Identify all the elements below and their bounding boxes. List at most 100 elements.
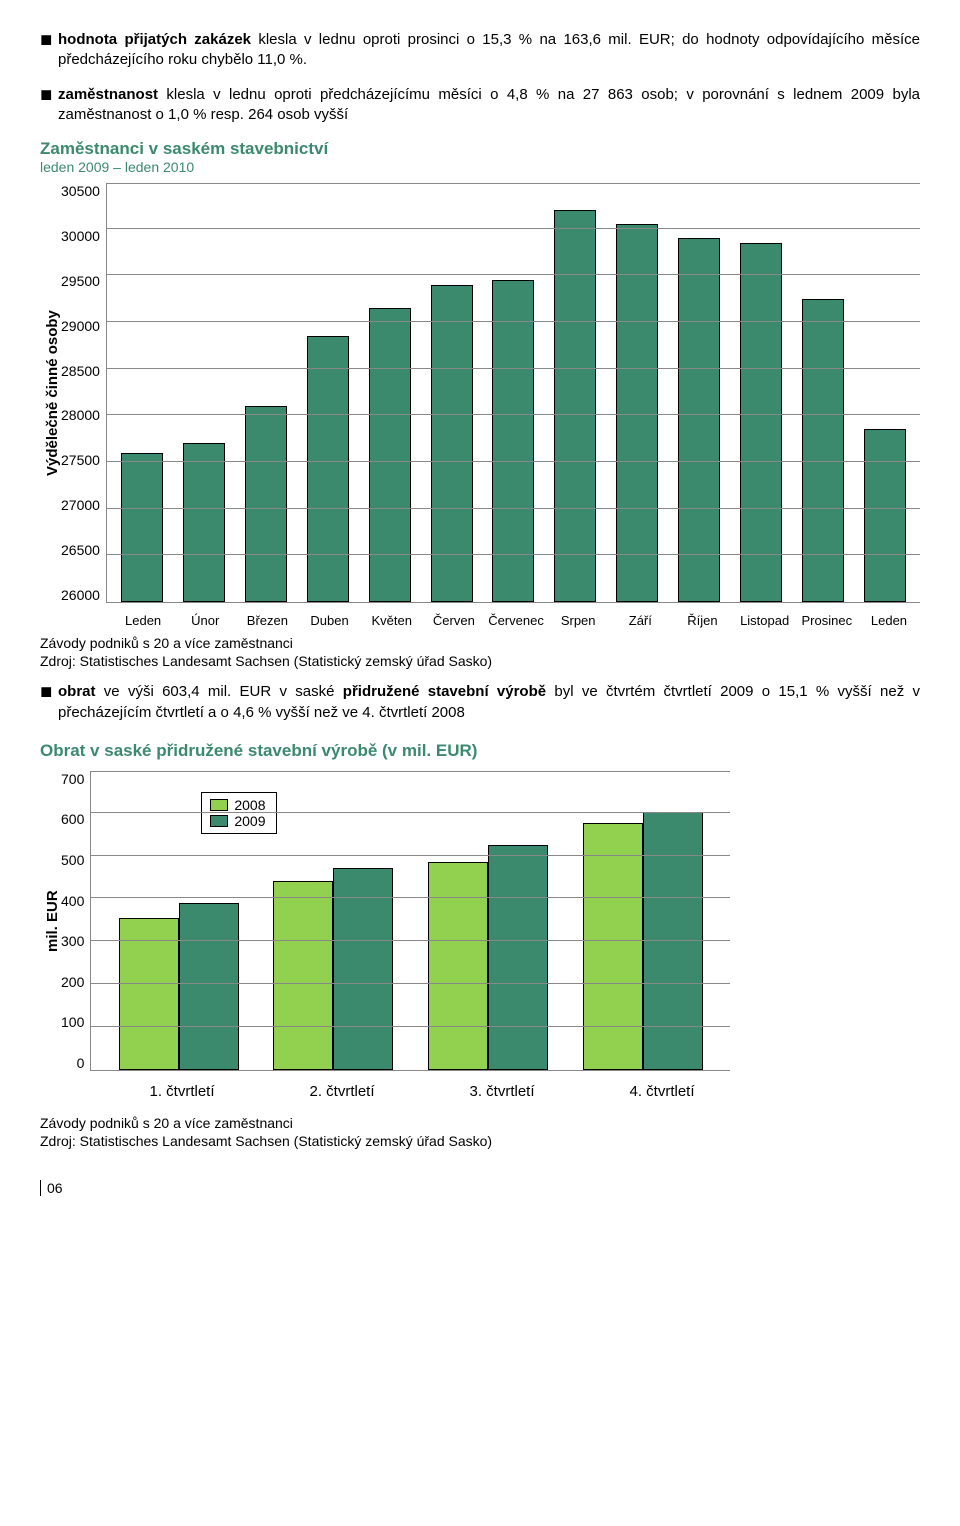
chart1: Výdělečně činné osoby 30500 30000 29500 290… [40, 183, 920, 603]
bullet-marker: ◼ [40, 85, 58, 126]
ytick: 26000 [61, 587, 100, 603]
bar [121, 453, 163, 602]
xtick: Prosinec [796, 613, 858, 628]
gridline [107, 321, 920, 322]
chart1-xaxis: Leden ÚnorBřezenDubenKvětenČervenČervenec… [112, 609, 920, 628]
bullet-2: ◼ zaměstnanost klesla v lednu oproti pře… [40, 85, 920, 126]
bullet-marker: ◼ [40, 30, 58, 71]
bullet-2-bold: zaměstnanost [58, 86, 158, 103]
bar-s2008 [583, 823, 643, 1069]
bullet-1-bold: hodnota přijatých zakázek [58, 31, 251, 48]
ytick: 700 [61, 771, 84, 787]
ytick: 500 [61, 852, 84, 868]
foot2-line2: Zdroj: Statistisches Landesamt Sachsen (… [40, 1132, 920, 1150]
bar [307, 336, 349, 602]
xtick: Říjen [671, 613, 733, 628]
bar [183, 443, 225, 602]
bar [740, 243, 782, 602]
gridline [107, 274, 920, 275]
chart1-subtitle: leden 2009 – leden 2010 [40, 159, 920, 175]
chart1-bars [107, 184, 920, 602]
xtick: Květen [361, 613, 423, 628]
gridline [91, 1026, 730, 1027]
xtick: Březen [236, 613, 298, 628]
xtick: 4. čtvrtletí [582, 1083, 742, 1100]
gridline [107, 368, 920, 369]
bullet-3: ◼ obrat ve výši 603,4 mil. EUR v saské p… [40, 682, 920, 723]
ytick: 30000 [61, 228, 100, 244]
ytick: 100 [61, 1014, 84, 1030]
ytick: 28000 [61, 407, 100, 423]
xtick: Srpen [547, 613, 609, 628]
gridline [91, 855, 730, 856]
gridline [107, 461, 920, 462]
ytick: 300 [61, 933, 84, 949]
ytick: 30500 [61, 183, 100, 199]
chart1-footnote: Závody podniků s 20 a více zaměstnanci Z… [40, 634, 920, 670]
chart2: mil. EUR 7006005004003002001000 2008 200… [40, 771, 920, 1071]
xtick: Září [609, 613, 671, 628]
gridline [107, 414, 920, 415]
bar-group [119, 903, 239, 1070]
ytick: 400 [61, 893, 84, 909]
bullet-3-bold1: obrat [58, 683, 96, 700]
chart1-ylabel: Výdělečně činné osoby [40, 183, 61, 603]
bar-s2009 [333, 868, 393, 1069]
foot2-line1: Závody podniků s 20 a více zaměstnanci [40, 1114, 920, 1132]
bar [369, 308, 411, 602]
chart1-plot [106, 183, 920, 603]
gridline [91, 897, 730, 898]
xtick: Červen [423, 613, 485, 628]
chart2-footnote: Závody podniků s 20 a více zaměstnanci Z… [40, 1114, 920, 1150]
bar-group [273, 868, 393, 1069]
gridline [91, 983, 730, 984]
bullet-3-text: obrat ve výši 603,4 mil. EUR v saské při… [58, 682, 920, 723]
chart2-title: Obrat v saské přidružené stavební výrobě… [40, 741, 920, 761]
bar-s2008 [273, 881, 333, 1070]
xtick: 1. čtvrtletí [102, 1083, 262, 1100]
ytick: 200 [61, 974, 84, 990]
bar [864, 429, 906, 602]
ytick: 0 [77, 1055, 85, 1071]
gridline [107, 554, 920, 555]
chart2-xaxis: 1. čtvrtletí2. čtvrtletí3. čtvrtletí4. č… [102, 1077, 742, 1100]
bar [802, 299, 844, 602]
bullet-2-text: zaměstnanost klesla v lednu oproti předc… [58, 85, 920, 126]
bar [554, 210, 596, 602]
page-number: 06 [40, 1180, 920, 1196]
gridline [91, 812, 730, 813]
bar-s2008 [428, 862, 488, 1070]
bullet-1-text: hodnota přijatých zakázek klesla v lednu… [58, 30, 920, 71]
bullet-3-bold2: přidružené stavební výrobě [343, 683, 546, 700]
ytick: 28500 [61, 363, 100, 379]
bar-s2009 [179, 903, 239, 1070]
bullet-marker: ◼ [40, 682, 58, 723]
bar [678, 238, 720, 602]
xtick: 2. čtvrtletí [262, 1083, 422, 1100]
ytick: 27000 [61, 497, 100, 513]
chart2-ylabel: mil. EUR [40, 771, 61, 1071]
gridline [107, 228, 920, 229]
bullet-1: ◼ hodnota přijatých zakázek klesla v led… [40, 30, 920, 71]
ytick: 29000 [61, 318, 100, 334]
bar [616, 224, 658, 602]
ytick: 26500 [61, 542, 100, 558]
xtick: 3. čtvrtletí [422, 1083, 582, 1100]
chart1-title: Zaměstnanci v saském stavebnictví [40, 139, 920, 159]
ytick: 29500 [61, 273, 100, 289]
gridline [91, 940, 730, 941]
xtick: Leden [858, 613, 920, 628]
chart1-yticks: 30500 30000 29500 29000 28500 28000 27500 27000… [61, 183, 106, 603]
ytick: 27500 [61, 452, 100, 468]
ytick: 600 [61, 811, 84, 827]
xtick: Červenec [485, 613, 547, 628]
xtick: Únor [174, 613, 236, 628]
bullet-3-mid: ve výši 603,4 mil. EUR v saské [96, 683, 343, 700]
bar-s2009 [488, 845, 548, 1070]
bar-group [428, 845, 548, 1070]
gridline [107, 508, 920, 509]
chart2-yticks: 700 600 500 400 300 200 100 0 [61, 771, 90, 1071]
xtick: Duben [298, 613, 360, 628]
xtick: Listopad [734, 613, 796, 628]
foot1-line2: Zdroj: Statistisches Landesamt Sachsen (… [40, 652, 920, 670]
